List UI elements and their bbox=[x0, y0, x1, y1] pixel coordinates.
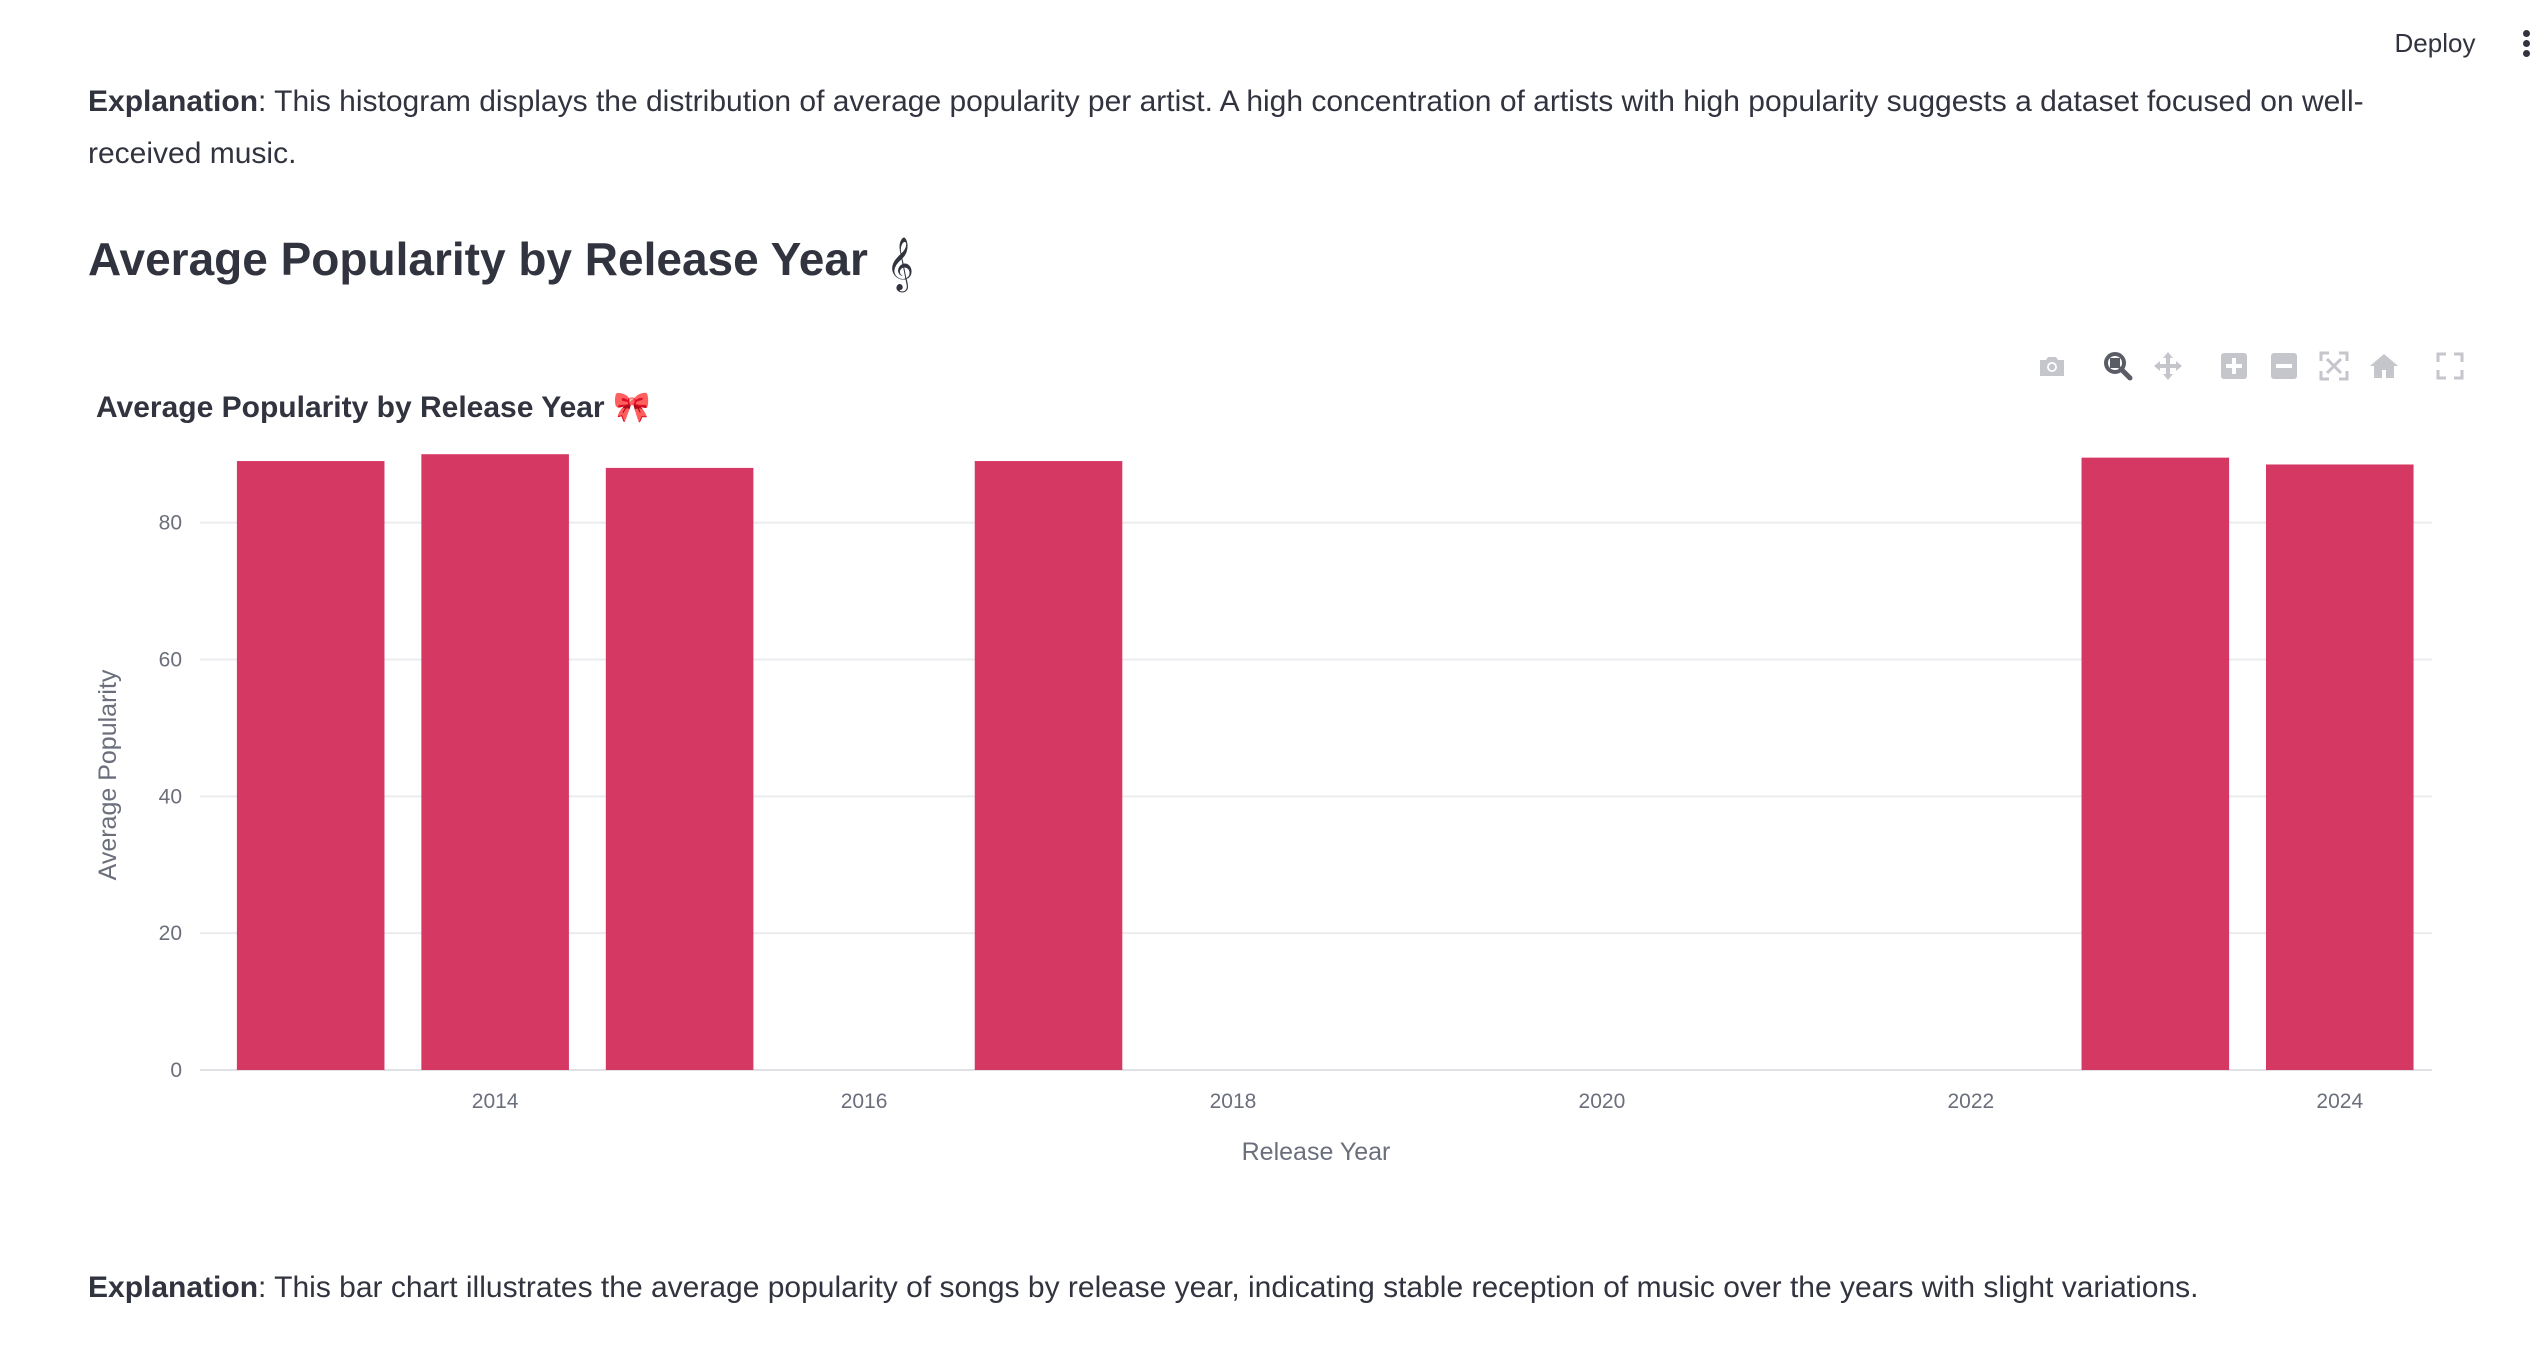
x-tick-label: 2018 bbox=[1210, 1090, 1257, 1113]
bar bbox=[2265, 464, 2414, 1070]
ribbon-bow-icon: 🎀 bbox=[612, 390, 651, 425]
y-tick-label: 60 bbox=[159, 648, 182, 671]
section-title-text: Average Popularity by Release Year bbox=[88, 233, 868, 285]
x-axis-label: Release Year bbox=[1242, 1138, 1391, 1166]
bar bbox=[605, 467, 754, 1070]
x-tick-label: 2022 bbox=[1947, 1090, 1994, 1113]
y-axis-label: Average Popularity bbox=[94, 669, 122, 880]
bar bbox=[2081, 457, 2230, 1070]
x-tick-label: 2024 bbox=[2316, 1090, 2363, 1113]
zoom-icon[interactable] bbox=[2100, 348, 2136, 384]
app-header: Deploy bbox=[0, 0, 2546, 84]
treble-clef-icon: 𝄞 bbox=[886, 236, 914, 290]
camera-icon[interactable] bbox=[2034, 348, 2070, 384]
x-tick-label: 2020 bbox=[1579, 1090, 1626, 1113]
fullscreen-icon[interactable] bbox=[2432, 348, 2468, 384]
autoscale-icon[interactable] bbox=[2316, 348, 2352, 384]
explanation-paragraph: Explanation: This bar chart illustrates … bbox=[88, 1262, 2428, 1314]
x-tick-label: 2016 bbox=[841, 1090, 888, 1113]
explanation-paragraph: Explanation: This histogram displays the… bbox=[88, 76, 2428, 180]
reset-axes-icon[interactable] bbox=[2366, 348, 2402, 384]
section-title: Average Popularity by Release Year 𝄞 bbox=[88, 232, 914, 292]
pan-icon[interactable] bbox=[2150, 348, 2186, 384]
y-tick-label: 20 bbox=[159, 922, 182, 945]
bar bbox=[236, 461, 385, 1070]
kebab-menu-icon[interactable] bbox=[2512, 22, 2542, 64]
explanation-text: : This histogram displays the distributi… bbox=[88, 85, 2364, 170]
chart-modebar bbox=[2034, 348, 2468, 388]
x-tick-label: 2014 bbox=[472, 1090, 519, 1113]
bar-chart: 0 20 40 60 80 2014 2016 2018 2020 2022 2024 Release… bbox=[88, 330, 2468, 1190]
chart-svg: 0 20 40 60 80 2014 2016 2018 2020 2022 2024 Release… bbox=[94, 454, 2432, 1166]
explanation-label: Explanation bbox=[88, 85, 259, 118]
zoom-out-icon[interactable] bbox=[2266, 348, 2302, 384]
bar bbox=[421, 454, 569, 1070]
chart-title: Average Popularity by Release Year 🎀 bbox=[96, 390, 650, 425]
y-tick-label: 0 bbox=[170, 1059, 182, 1082]
explanation-text: : This bar chart illustrates the average… bbox=[258, 1271, 2199, 1304]
y-tick-label: 40 bbox=[159, 785, 182, 808]
chart-title-text: Average Popularity by Release Year bbox=[96, 391, 605, 424]
bar bbox=[974, 461, 1123, 1070]
deploy-button[interactable]: Deploy bbox=[2394, 28, 2476, 58]
explanation-label: Explanation bbox=[88, 1271, 259, 1304]
zoom-in-icon[interactable] bbox=[2216, 348, 2252, 384]
y-tick-label: 80 bbox=[159, 512, 182, 535]
